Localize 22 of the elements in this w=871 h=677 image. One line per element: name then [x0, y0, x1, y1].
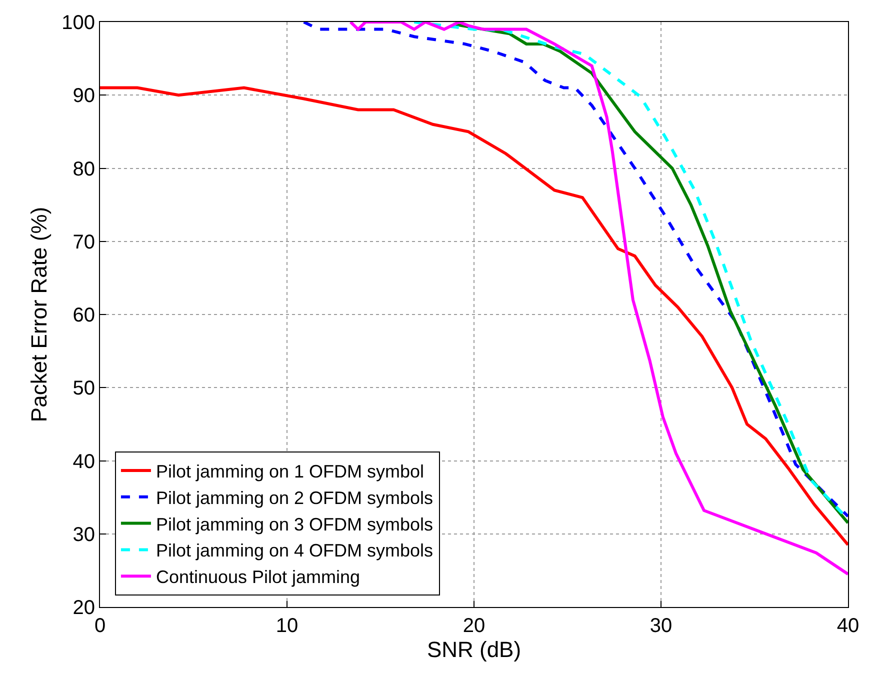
x-tick-label: 30: [650, 615, 672, 637]
legend-label: Pilot jamming on 3 OFDM symbols: [156, 514, 434, 534]
y-tick-label: 100: [62, 12, 95, 34]
legend-label: Pilot jamming on 1 OFDM symbol: [156, 462, 424, 482]
y-tick-label: 70: [72, 231, 95, 254]
y-tick-label: 40: [72, 450, 95, 473]
y-tick-label: 80: [72, 158, 95, 180]
x-tick-label: 20: [462, 615, 486, 637]
line-series: [302, 22, 848, 518]
legend-label: Continuous Pilot jamming: [156, 567, 360, 588]
y-tick-label: 50: [72, 378, 95, 400]
legend-label: Pilot jamming on 4 OFDM symbols: [156, 540, 434, 561]
y-tick-label: 30: [72, 524, 95, 546]
y-tick-label: 20: [72, 597, 95, 619]
legend-label: Pilot jamming on 2 OFDM symbols: [156, 488, 434, 508]
x-tick-label: 0: [94, 615, 106, 637]
x-tick-label: 40: [836, 615, 860, 637]
y-tick-label: 90: [72, 85, 95, 108]
x-axis-title: SNR (dB): [426, 637, 522, 662]
x-tick-label: 10: [276, 615, 298, 637]
y-tick-label: 60: [72, 304, 95, 326]
y-axis-title: Packet Error Rate (%): [26, 206, 52, 422]
